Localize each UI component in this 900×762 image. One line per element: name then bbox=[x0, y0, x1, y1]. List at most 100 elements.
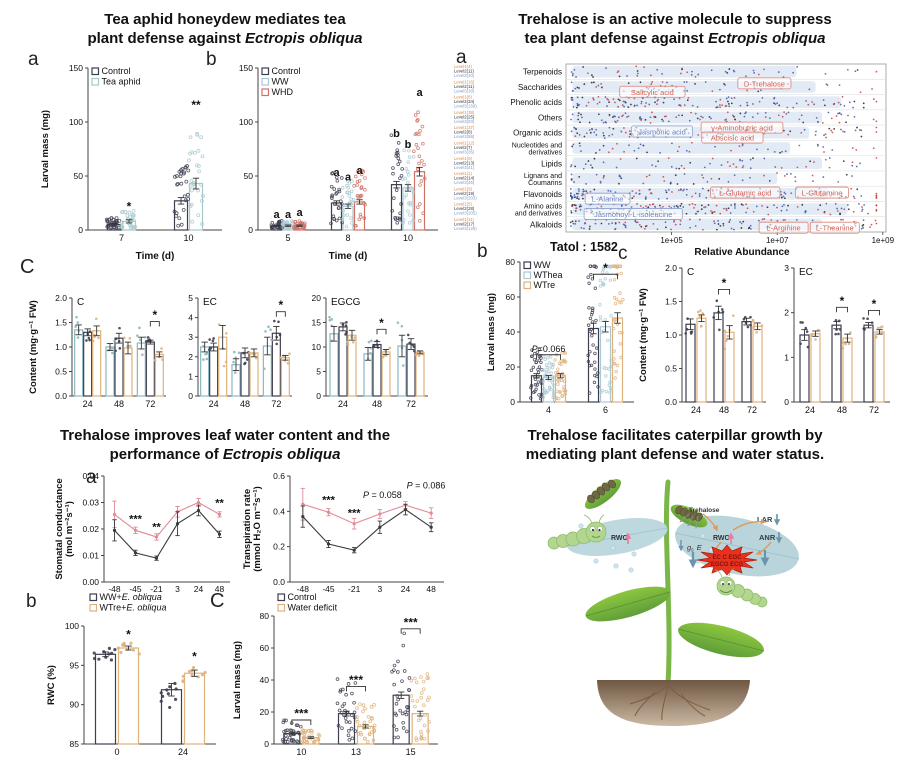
svg-text:***: *** bbox=[294, 707, 308, 721]
svg-text:EGCG: EGCG bbox=[331, 297, 361, 308]
svg-text:***: *** bbox=[348, 508, 362, 520]
svg-text:Level2(34): Level2(34) bbox=[454, 99, 475, 104]
svg-text:a: a bbox=[296, 207, 303, 219]
svg-text:10: 10 bbox=[403, 233, 413, 243]
svg-text:20: 20 bbox=[312, 293, 322, 303]
trehalose-label: Trehalose bbox=[689, 507, 720, 514]
svg-text:Content (mg·g⁻¹ FW): Content (mg·g⁻¹ FW) bbox=[28, 300, 39, 394]
tl-title-line2-prefix: plant defense against bbox=[87, 30, 246, 47]
svg-text:48: 48 bbox=[837, 405, 847, 415]
svg-text:100: 100 bbox=[65, 621, 79, 631]
svg-text:5: 5 bbox=[188, 293, 193, 303]
svg-text:Level1(37): Level1(37) bbox=[454, 125, 475, 130]
svg-text:2.0: 2.0 bbox=[55, 293, 67, 303]
svg-text:0: 0 bbox=[114, 747, 119, 757]
bl-panel-letter-c: C bbox=[210, 590, 225, 612]
svg-text:a: a bbox=[333, 167, 340, 179]
svg-text:1e+09: 1e+09 bbox=[872, 236, 895, 245]
leaf-lower-left-vein bbox=[585, 591, 671, 617]
svg-text:Larval mass (mg): Larval mass (mg) bbox=[40, 110, 51, 188]
svg-text:Level1(11): Level1(11) bbox=[454, 217, 475, 222]
svg-text:and derivatives: and derivatives bbox=[515, 211, 563, 218]
chart-tl_c2: 0 1 2 3 4 5 * 24 48 72 EC bbox=[188, 293, 292, 409]
trehalose-arrow-3 bbox=[694, 515, 699, 529]
chart-bl_c: 0 20 40 60 80 Larval mass (mg) *** *** *** 10 13 15… bbox=[232, 592, 438, 757]
svg-text:1.5: 1.5 bbox=[55, 318, 67, 328]
svg-text:**: ** bbox=[215, 497, 224, 509]
svg-text:Saccharides: Saccharides bbox=[518, 83, 562, 92]
svg-text:WThea: WThea bbox=[534, 270, 563, 280]
svg-text:48: 48 bbox=[215, 584, 225, 594]
caterpillar-green-right bbox=[714, 568, 768, 608]
svg-text:24: 24 bbox=[209, 399, 219, 409]
metabolite-total-label: Tatol : 1582 bbox=[550, 240, 618, 254]
svg-text:72: 72 bbox=[145, 399, 155, 409]
svg-text:*: * bbox=[278, 298, 283, 312]
svg-text:P=0.066: P=0.066 bbox=[532, 344, 566, 354]
svg-text:1: 1 bbox=[784, 352, 789, 362]
svg-text:60: 60 bbox=[506, 292, 516, 302]
chart-tl_c1: 0.0 0.5 1.0 1.5 2.0 Content (mg·g⁻¹ FW) * 24 48 7… bbox=[28, 293, 166, 409]
svg-text:80: 80 bbox=[260, 611, 270, 621]
svg-text:0.5: 0.5 bbox=[55, 367, 67, 377]
svg-text:13: 13 bbox=[351, 747, 361, 757]
chart-bl_b: 85 90 95 100 RWC (%) * * 0 24 WW+E. obliquaWTre+E… bbox=[46, 592, 216, 757]
svg-text:150: 150 bbox=[69, 63, 83, 73]
svg-text:40: 40 bbox=[260, 675, 270, 685]
svg-text:L-Glutamic acid: L-Glutamic acid bbox=[719, 189, 771, 198]
svg-text:1.0: 1.0 bbox=[665, 330, 677, 340]
svg-text:Alkaloids: Alkaloids bbox=[530, 220, 562, 229]
svg-text:Abscisic acid: Abscisic acid bbox=[711, 134, 754, 143]
svg-text:(mmol H₂O m⁻²s⁻¹): (mmol H₂O m⁻²s⁻¹) bbox=[252, 486, 263, 572]
svg-text:1.0: 1.0 bbox=[55, 342, 67, 352]
svg-text:0: 0 bbox=[264, 739, 269, 749]
svg-text:Others: Others bbox=[538, 113, 562, 122]
svg-text:0.04: 0.04 bbox=[82, 471, 99, 481]
svg-text:Transpiration rate: Transpiration rate bbox=[242, 489, 253, 569]
bl-panel-letter-a: a bbox=[86, 467, 97, 488]
svg-text:Level2(11): Level2(11) bbox=[454, 84, 475, 89]
svg-text:Jasmonic acid: Jasmonic acid bbox=[638, 127, 686, 136]
svg-text:*: * bbox=[126, 628, 131, 642]
svg-text:6: 6 bbox=[603, 405, 608, 415]
svg-text:0: 0 bbox=[510, 397, 515, 407]
svg-text:Time (d): Time (d) bbox=[329, 251, 368, 262]
svg-text:Level2(14): Level2(14) bbox=[454, 176, 475, 181]
soil-mound bbox=[597, 680, 750, 726]
svg-text:Coumarins: Coumarins bbox=[528, 180, 562, 187]
rwc-left-label: RWC bbox=[611, 535, 628, 542]
svg-text:Level1(5): Level1(5) bbox=[454, 202, 472, 207]
tr-panel-letter-b: b bbox=[477, 241, 488, 262]
svg-text:-48: -48 bbox=[297, 584, 310, 594]
svg-text:γ-Aminobutric acid: γ-Aminobutric acid bbox=[711, 124, 773, 133]
svg-text:*: * bbox=[603, 261, 608, 275]
svg-text:*: * bbox=[840, 294, 845, 308]
svg-text:Terpenoids: Terpenoids bbox=[523, 68, 562, 77]
svg-text:a: a bbox=[345, 171, 352, 183]
svg-text:72: 72 bbox=[406, 399, 416, 409]
svg-text:a: a bbox=[416, 87, 423, 99]
svg-text:100: 100 bbox=[239, 117, 253, 127]
svg-text:C: C bbox=[77, 297, 84, 308]
svg-text:0.5: 0.5 bbox=[665, 364, 677, 374]
svg-text:4: 4 bbox=[546, 405, 551, 415]
br-title-line1: Trehalose facilitates caterpillar growth… bbox=[527, 427, 823, 444]
svg-text:60: 60 bbox=[260, 643, 270, 653]
tl-panel-letter-a: a bbox=[28, 49, 39, 70]
svg-text:L-Glutamine: L-Glutamine bbox=[802, 189, 843, 198]
chart-bl_a1: 0.00 0.01 0.02 0.03 0.04 Stomatal conductance… bbox=[54, 471, 230, 594]
svg-text:*: * bbox=[152, 308, 157, 322]
svg-text:Level2(11): Level2(11) bbox=[454, 69, 475, 74]
svg-text:72: 72 bbox=[869, 405, 879, 415]
svg-text:Level1(4): Level1(4) bbox=[454, 64, 472, 69]
svg-text:15: 15 bbox=[406, 747, 416, 757]
chart-tl_c3: 0 5 10 15 20 * 24 48 72 EGCG bbox=[312, 293, 428, 409]
svg-text:Jasmonoyl-L-isoleucine: Jasmonoyl-L-isoleucine bbox=[594, 210, 672, 219]
svg-text:Level3(203): Level3(203) bbox=[454, 195, 477, 200]
bl-panel-letter-b: b bbox=[26, 591, 37, 612]
br-title: Trehalose facilitates caterpillar growth… bbox=[450, 426, 900, 464]
svg-text:Level3(93): Level3(93) bbox=[454, 119, 475, 124]
svg-text:Relative Abundance: Relative Abundance bbox=[694, 247, 790, 258]
svg-text:Level3(40): Level3(40) bbox=[454, 73, 475, 78]
